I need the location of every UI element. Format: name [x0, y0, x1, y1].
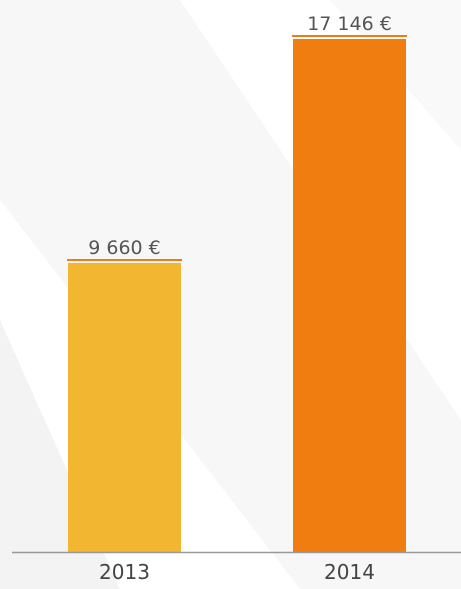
bar: [68, 262, 181, 552]
value-label: 17 146 €: [307, 13, 392, 35]
value-label: 9 660 €: [88, 237, 161, 259]
x-tick-label: 2013: [99, 560, 150, 584]
bar: [293, 39, 406, 552]
x-tick-label: 2014: [324, 560, 375, 584]
